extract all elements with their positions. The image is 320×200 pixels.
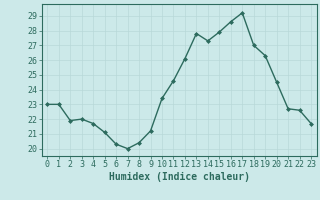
X-axis label: Humidex (Indice chaleur): Humidex (Indice chaleur) bbox=[109, 172, 250, 182]
